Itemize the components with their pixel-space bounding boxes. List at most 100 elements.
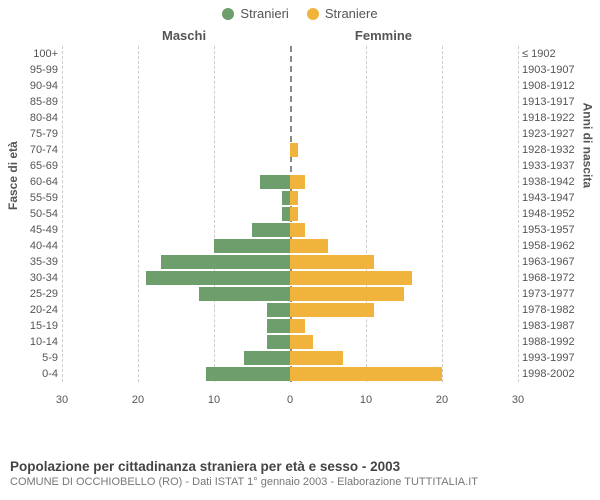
age-label: 50-54 xyxy=(0,206,58,222)
bar-male xyxy=(267,319,290,333)
bar-male xyxy=(199,287,290,301)
birth-label: 1943-1947 xyxy=(522,190,584,206)
bar-female xyxy=(290,239,328,253)
x-tick: 20 xyxy=(132,394,144,406)
x-tick: 30 xyxy=(512,394,524,406)
swatch-male xyxy=(222,8,234,20)
bar-female xyxy=(290,207,298,221)
age-label: 15-19 xyxy=(0,318,58,334)
bar-male xyxy=(260,175,290,189)
age-label: 55-59 xyxy=(0,190,58,206)
bar-male xyxy=(244,351,290,365)
birth-label: 1938-1942 xyxy=(522,174,584,190)
birth-label: 1948-1952 xyxy=(522,206,584,222)
bar-female xyxy=(290,223,305,237)
footer-sub: COMUNE DI OCCHIOBELLO (RO) - Dati ISTAT … xyxy=(10,476,590,488)
legend-item-female: Straniere xyxy=(307,6,378,21)
age-label: 40-44 xyxy=(0,238,58,254)
birth-label: 1913-1917 xyxy=(522,94,584,110)
bar-female xyxy=(290,303,374,317)
bar-male xyxy=(214,239,290,253)
age-row: 100+≤ 1902 xyxy=(62,46,518,62)
age-label: 80-84 xyxy=(0,110,58,126)
age-row: 90-941908-1912 xyxy=(62,78,518,94)
panel-label-male: Maschi xyxy=(162,28,206,43)
bar-male xyxy=(267,335,290,349)
age-row: 70-741928-1932 xyxy=(62,142,518,158)
age-label: 45-49 xyxy=(0,222,58,238)
age-row: 20-241978-1982 xyxy=(62,302,518,318)
panel-label-female: Femmine xyxy=(355,28,412,43)
age-row: 50-541948-1952 xyxy=(62,206,518,222)
footer: Popolazione per cittadinanza straniera p… xyxy=(10,459,590,488)
age-row: 25-291973-1977 xyxy=(62,286,518,302)
birth-label: 1993-1997 xyxy=(522,350,584,366)
bar-female xyxy=(290,319,305,333)
chart-area: Maschi Femmine 3020100102030100+≤ 190295… xyxy=(62,28,518,424)
bar-male xyxy=(252,223,290,237)
age-row: 35-391963-1967 xyxy=(62,254,518,270)
age-label: 25-29 xyxy=(0,286,58,302)
age-label: 90-94 xyxy=(0,78,58,94)
birth-label: 1903-1907 xyxy=(522,62,584,78)
birth-label: 1918-1922 xyxy=(522,110,584,126)
bar-female xyxy=(290,255,374,269)
age-label: 0-4 xyxy=(0,366,58,382)
legend-item-male: Stranieri xyxy=(222,6,288,21)
birth-label: 1958-1962 xyxy=(522,238,584,254)
age-row: 75-791923-1927 xyxy=(62,126,518,142)
birth-label: 1983-1987 xyxy=(522,318,584,334)
age-label: 20-24 xyxy=(0,302,58,318)
birth-label: 1928-1932 xyxy=(522,142,584,158)
age-row: 40-441958-1962 xyxy=(62,238,518,254)
x-tick: 10 xyxy=(360,394,372,406)
birth-label: ≤ 1902 xyxy=(522,46,584,62)
bar-female xyxy=(290,191,298,205)
age-label: 30-34 xyxy=(0,270,58,286)
footer-title: Popolazione per cittadinanza straniera p… xyxy=(10,459,590,474)
x-tick: 20 xyxy=(436,394,448,406)
birth-label: 1933-1937 xyxy=(522,158,584,174)
bar-male xyxy=(161,255,290,269)
birth-label: 1968-1972 xyxy=(522,270,584,286)
age-label: 70-74 xyxy=(0,142,58,158)
bar-male xyxy=(282,191,290,205)
bar-female xyxy=(290,271,412,285)
birth-label: 1998-2002 xyxy=(522,366,584,382)
plot: 3020100102030100+≤ 190295-991903-190790-… xyxy=(62,46,518,406)
age-row: 5-91993-1997 xyxy=(62,350,518,366)
birth-label: 1988-1992 xyxy=(522,334,584,350)
age-row: 95-991903-1907 xyxy=(62,62,518,78)
x-tick: 10 xyxy=(208,394,220,406)
age-label: 100+ xyxy=(0,46,58,62)
bar-female xyxy=(290,335,313,349)
bar-male xyxy=(146,271,290,285)
age-label: 65-69 xyxy=(0,158,58,174)
bar-female xyxy=(290,351,343,365)
bar-female xyxy=(290,367,442,381)
x-tick: 0 xyxy=(287,394,293,406)
age-row: 10-141988-1992 xyxy=(62,334,518,350)
birth-label: 1953-1957 xyxy=(522,222,584,238)
age-label: 95-99 xyxy=(0,62,58,78)
legend-label-female: Straniere xyxy=(325,6,378,21)
age-row: 85-891913-1917 xyxy=(62,94,518,110)
age-row: 0-41998-2002 xyxy=(62,366,518,382)
gridline xyxy=(518,46,519,382)
bar-male xyxy=(282,207,290,221)
birth-label: 1908-1912 xyxy=(522,78,584,94)
age-row: 65-691933-1937 xyxy=(62,158,518,174)
x-tick: 30 xyxy=(56,394,68,406)
age-label: 35-39 xyxy=(0,254,58,270)
age-label: 5-9 xyxy=(0,350,58,366)
bar-female xyxy=(290,287,404,301)
bar-male xyxy=(206,367,290,381)
birth-label: 1978-1982 xyxy=(522,302,584,318)
age-row: 60-641938-1942 xyxy=(62,174,518,190)
swatch-female xyxy=(307,8,319,20)
bar-male xyxy=(267,303,290,317)
age-label: 10-14 xyxy=(0,334,58,350)
bar-female xyxy=(290,175,305,189)
age-row: 15-191983-1987 xyxy=(62,318,518,334)
age-row: 45-491953-1957 xyxy=(62,222,518,238)
